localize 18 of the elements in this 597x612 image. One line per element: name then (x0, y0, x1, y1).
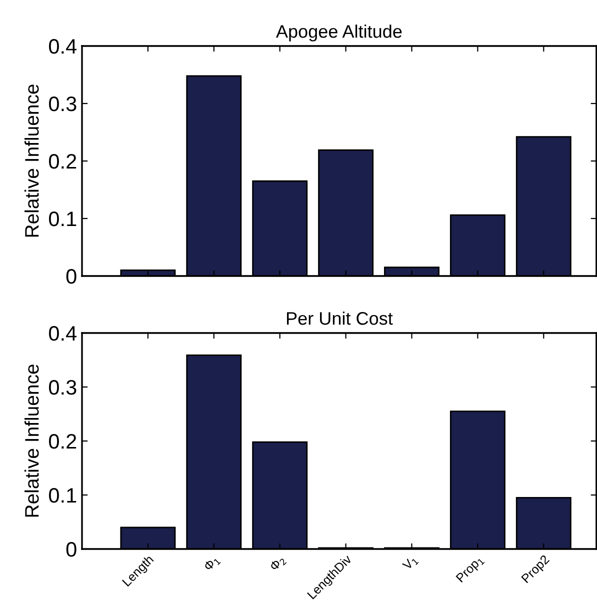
y-tick-label: 0.1 (48, 488, 76, 503)
y-tick-label: 0 (66, 542, 76, 557)
y-tick-label: 0.1 (48, 212, 76, 226)
y-axis-title: Relative Influence (24, 364, 39, 517)
y-tick-label: 0 (66, 269, 76, 284)
y-tick-label: 0.4 (48, 39, 77, 54)
y-tick-label: 0.3 (48, 96, 76, 112)
y-tick-label: 0.2 (48, 434, 76, 449)
chart-title: Per Unit Cost (287, 312, 393, 325)
chart-title: Apogee Altitude (276, 24, 402, 42)
y-tick-label: 0.2 (48, 154, 76, 169)
x-tick-label: Φ$_{2}$ (269, 555, 287, 573)
x-tick-label: V$_{1}$ (402, 554, 419, 572)
y-tick-label: 0.3 (48, 380, 76, 395)
y-tick-label: 0.4 (48, 326, 77, 341)
y-axis-title: Relative Influence (24, 84, 39, 237)
x-tick-label: Φ$_{1}$ (203, 554, 221, 573)
x-tick-label: Prop$_{1}$ (456, 555, 486, 584)
